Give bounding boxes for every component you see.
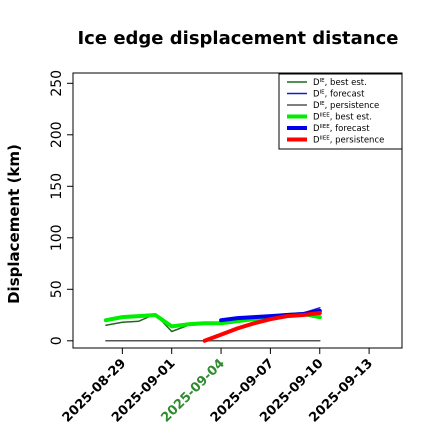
y-tick-label: 50 xyxy=(49,280,65,298)
legend-label: DIIEE, best est. xyxy=(313,113,372,123)
y-axis-label: Displacement (km) xyxy=(5,144,23,304)
series-line-6 xyxy=(202,311,322,343)
legend-label: DIE, persistence xyxy=(313,101,379,111)
legend-label: DIE, best est. xyxy=(313,78,367,88)
y-tick-label: 0 xyxy=(49,336,65,345)
y-tick-label: 100 xyxy=(49,224,65,251)
legend-label: DIIEE, forecast xyxy=(313,124,370,134)
y-tick-label: 200 xyxy=(49,121,65,148)
chart-title: Ice edge displacement distance xyxy=(77,28,398,49)
legend-label: DIIEE, persistence xyxy=(313,136,384,146)
y-tick-label: 250 xyxy=(49,70,65,97)
legend-box xyxy=(278,73,403,150)
y-tick-label: 150 xyxy=(49,173,65,200)
legend-label: DIE, forecast xyxy=(313,90,365,100)
plot-frame xyxy=(72,72,403,349)
